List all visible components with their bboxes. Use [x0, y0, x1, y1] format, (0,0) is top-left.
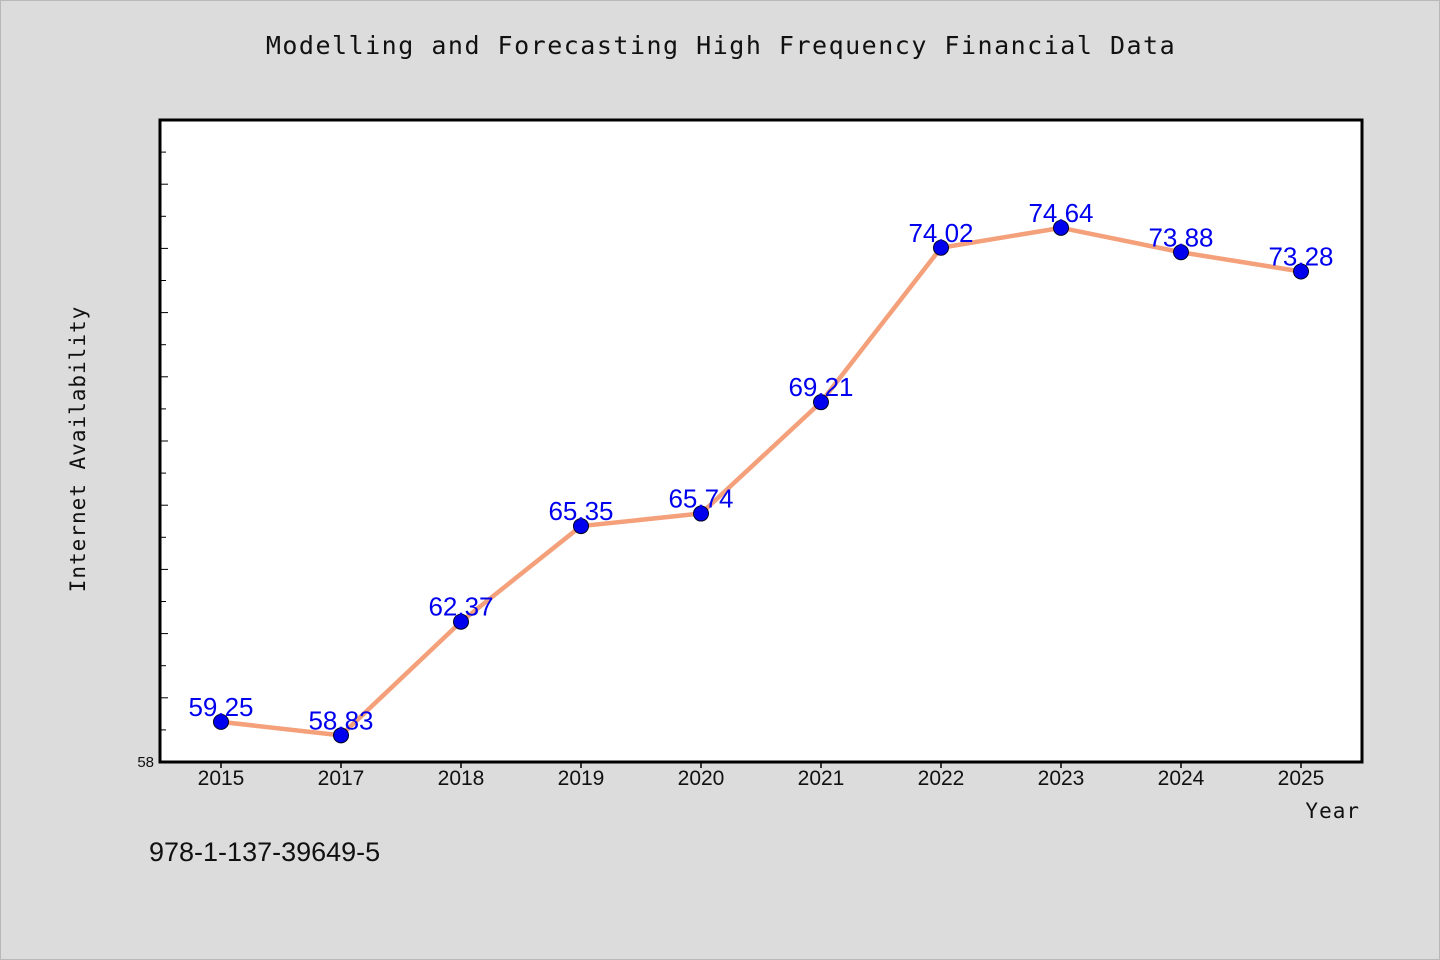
data-label: 73.88 — [1148, 222, 1213, 252]
data-point — [933, 239, 949, 256]
x-tick-label: 2022 — [918, 767, 965, 790]
data-label: 74.64 — [1028, 198, 1093, 228]
data-label: 74.02 — [908, 218, 973, 248]
x-axis-title: Year — [1305, 799, 1360, 823]
data-point — [213, 713, 229, 730]
data-label: 65.74 — [668, 484, 733, 514]
data-label: 69.21 — [788, 372, 853, 402]
data-label: 73.28 — [1268, 242, 1333, 272]
y-tick-label-min: 58 — [137, 754, 154, 771]
data-label: 65.35 — [548, 496, 613, 526]
data-point — [813, 394, 829, 411]
y-axis-title: Internet Availability — [66, 306, 90, 593]
x-tick-label: 2018 — [438, 767, 485, 790]
data-point — [573, 518, 589, 535]
x-tick-label: 2015 — [198, 767, 245, 790]
x-tick-label: 2024 — [1158, 767, 1205, 790]
data-label: 59.25 — [188, 692, 253, 722]
x-axis-ticks: 2015 2017 2018 2019 2020 2021 2022 2023 2024 2025 — [198, 761, 1325, 790]
x-tick-label: 2017 — [318, 767, 365, 790]
x-tick-label: 2019 — [558, 767, 605, 790]
data-point — [453, 613, 469, 630]
isbn-text: 978-1-137-39649-5 — [149, 837, 381, 867]
data-label: 62.37 — [428, 592, 493, 622]
series-line-group: 59.25 58.83 62.37 65.35 65.74 69.21 74.02 74.64… — [188, 198, 1334, 744]
y-axis-ticks — [161, 119, 168, 763]
x-tick-label: 2020 — [678, 767, 725, 790]
plot-area — [158, 118, 1364, 764]
series-line — [218, 225, 1304, 738]
data-point — [1173, 244, 1189, 261]
data-point — [333, 727, 349, 744]
chart-title: Modelling and Forecasting High Frequency… — [265, 31, 1177, 60]
data-point — [1053, 219, 1069, 236]
x-tick-label: 2025 — [1278, 767, 1325, 790]
x-tick-label: 2023 — [1038, 767, 1085, 790]
data-point — [693, 505, 709, 522]
data-label: 58.83 — [308, 705, 373, 735]
x-tick-label: 2021 — [798, 767, 845, 790]
data-point — [1293, 263, 1309, 280]
